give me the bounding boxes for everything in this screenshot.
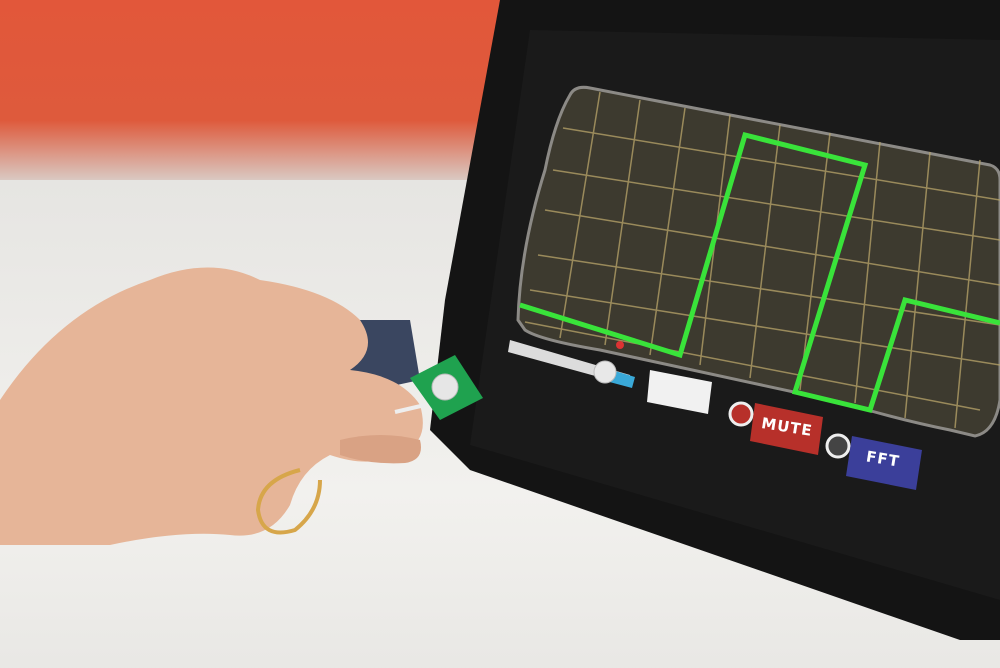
square-wave-trace <box>519 131 1000 413</box>
thumbnail <box>340 435 421 464</box>
sensor-cable <box>255 468 322 535</box>
pressure-sensor-icon <box>394 355 483 420</box>
crt-grid <box>524 91 1000 429</box>
mute-button[interactable] <box>750 403 823 455</box>
fft-button[interactable] <box>846 436 922 490</box>
fft-button-group[interactable] <box>825 433 922 490</box>
mute-indicator-icon <box>728 401 754 427</box>
slider-knob[interactable] <box>593 360 617 384</box>
hand-skin <box>0 267 423 545</box>
fft-indicator-icon <box>825 433 851 459</box>
sensor-pad <box>431 373 459 401</box>
oscilloscope-screen <box>516 85 1000 438</box>
mute-button-group[interactable] <box>728 401 823 455</box>
trigger-dot <box>616 341 624 349</box>
value-display-box <box>647 370 712 414</box>
volume-slider[interactable] <box>508 340 635 388</box>
sensor-wire <box>394 403 426 414</box>
hand <box>0 267 423 545</box>
